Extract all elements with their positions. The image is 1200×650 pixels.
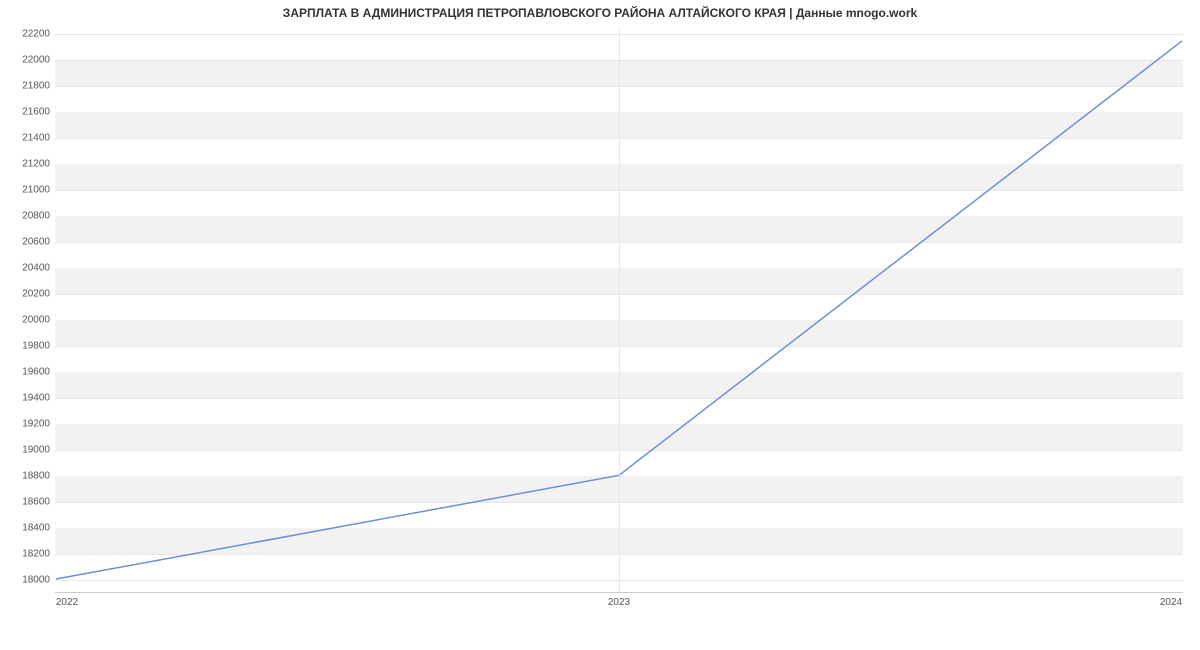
y-tick-label: 21400 [6, 133, 50, 144]
y-tick-label: 19200 [6, 419, 50, 430]
y-tick-label: 21800 [6, 81, 50, 92]
y-tick-label: 22200 [6, 29, 50, 40]
y-tick-label: 18400 [6, 523, 50, 534]
y-tick-label: 22000 [6, 55, 50, 66]
y-tick-label: 19000 [6, 445, 50, 456]
chart-container: ЗАРПЛАТА В АДМИНИСТРАЦИЯ ПЕТРОПАВЛОВСКОГ… [0, 0, 1200, 650]
y-tick-label: 20000 [6, 315, 50, 326]
x-tick-label: 2023 [608, 597, 630, 608]
y-tick-label: 19600 [6, 367, 50, 378]
y-tick-label: 20800 [6, 211, 50, 222]
y-tick-label: 19400 [6, 393, 50, 404]
chart-title: ЗАРПЛАТА В АДМИНИСТРАЦИЯ ПЕТРОПАВЛОВСКОГ… [0, 6, 1200, 20]
plot-area [55, 28, 1183, 593]
y-tick-label: 18800 [6, 471, 50, 482]
y-tick-label: 21600 [6, 107, 50, 118]
y-tick-label: 20400 [6, 263, 50, 274]
y-tick-label: 20600 [6, 237, 50, 248]
y-tick-label: 18000 [6, 575, 50, 586]
y-tick-label: 18600 [6, 497, 50, 508]
x-tick-label: 2024 [1160, 597, 1182, 608]
y-tick-label: 19800 [6, 341, 50, 352]
x-tick-label: 2022 [56, 597, 78, 608]
x-grid-line [619, 28, 620, 592]
y-tick-label: 18200 [6, 549, 50, 560]
y-tick-label: 21200 [6, 159, 50, 170]
y-tick-label: 21000 [6, 185, 50, 196]
y-tick-label: 20200 [6, 289, 50, 300]
